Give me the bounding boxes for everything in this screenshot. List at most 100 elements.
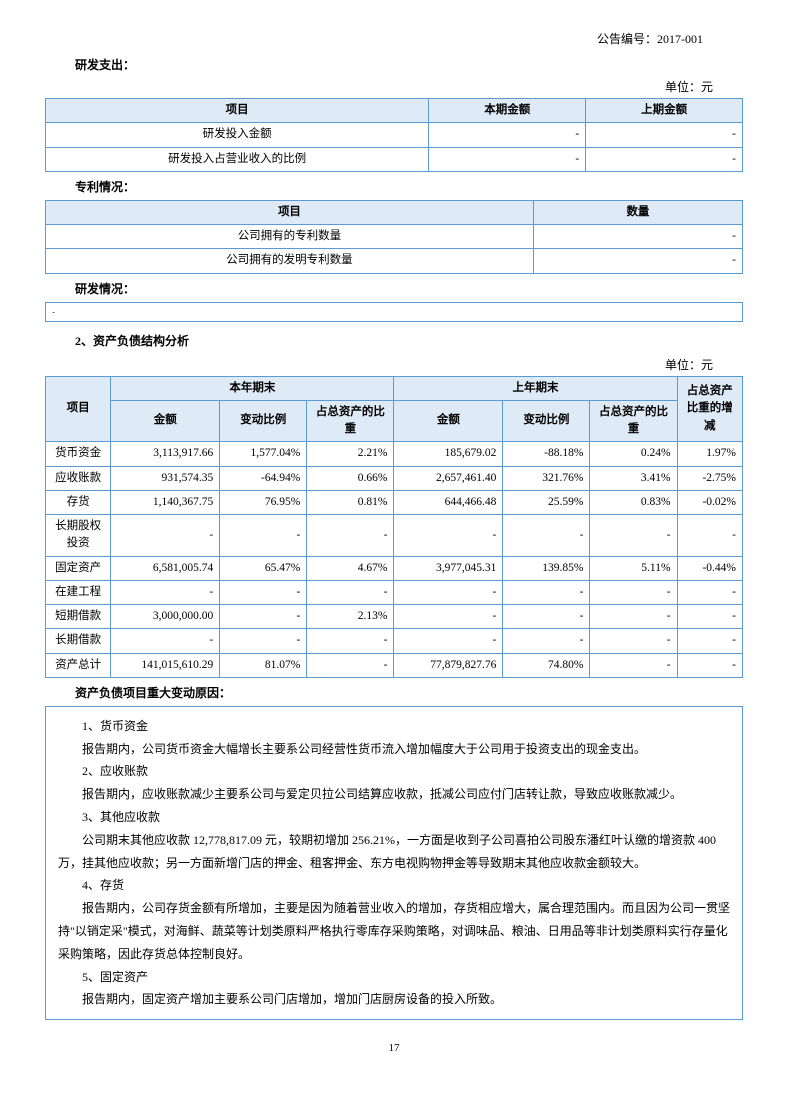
assets-h-cur: 本年期末 — [111, 376, 394, 400]
assets-cell: - — [307, 653, 394, 677]
patent-row-label: 公司拥有的发明专利数量 — [46, 249, 534, 273]
reason-item-title: 2、应收账款 — [58, 760, 730, 783]
assets-cell: 81.07% — [220, 653, 307, 677]
reason-item-title: 1、货币资金 — [58, 715, 730, 738]
assets-cell: - — [394, 605, 503, 629]
assets-cell: - — [394, 515, 503, 557]
rd-row-label: 研发投入占营业收入的比例 — [46, 147, 429, 171]
assets-cell: 2.21% — [307, 442, 394, 466]
rd-col-item: 项目 — [46, 99, 429, 123]
assets-cell: -64.94% — [220, 466, 307, 490]
assets-cell: 0.24% — [590, 442, 677, 466]
assets-cell: 3.41% — [590, 466, 677, 490]
assets-cell: 0.66% — [307, 466, 394, 490]
assets-cell: - — [220, 605, 307, 629]
patent-col-qty: 数量 — [533, 200, 742, 224]
assets-h-diff: 占总资产比重的增减 — [677, 376, 742, 442]
assets-cell: 3,977,045.31 — [394, 556, 503, 580]
reason-paragraph: 公司期末其他应收款 12,778,817.09 元，较期初增加 256.21%，… — [58, 829, 730, 875]
assets-cell: - — [677, 515, 742, 557]
assets-cell: - — [503, 515, 590, 557]
assets-cell: - — [307, 515, 394, 557]
assets-cell: - — [307, 629, 394, 653]
assets-h2-2: 占总资产的比重 — [307, 400, 394, 442]
reason-title: 资产负债项目重大变动原因： — [75, 684, 743, 702]
assets-cell: 74.80% — [503, 653, 590, 677]
rd-title: 研发支出： — [75, 56, 743, 74]
assets-cell: - — [111, 629, 220, 653]
rd-row-cur: - — [429, 147, 586, 171]
assets-unit: 单位：元 — [45, 356, 743, 374]
assets-table: 项目 本年期末 上年期末 占总资产比重的增减 金额 变动比例 占总资产的比重 金… — [45, 376, 743, 678]
assets-cell: - — [111, 515, 220, 557]
assets-cell: - — [677, 605, 742, 629]
assets-h2-0: 金额 — [111, 400, 220, 442]
assets-cell: 77,879,827.76 — [394, 653, 503, 677]
rdstatus-box: - — [45, 302, 743, 322]
patent-row-val: - — [533, 249, 742, 273]
assets-cell: 1.97% — [677, 442, 742, 466]
assets-cell: - — [394, 629, 503, 653]
assets-cell: 76.95% — [220, 490, 307, 514]
assets-cell: 185,679.02 — [394, 442, 503, 466]
assets-row-label: 在建工程 — [46, 580, 111, 604]
assets-h2-4: 变动比例 — [503, 400, 590, 442]
reason-paragraph: 报告期内，固定资产增加主要系公司门店增加，增加门店厨房设备的投入所致。 — [58, 988, 730, 1011]
assets-cell: - — [590, 515, 677, 557]
assets-cell: 5.11% — [590, 556, 677, 580]
assets-cell: 2.13% — [307, 605, 394, 629]
assets-cell: 1,140,367.75 — [111, 490, 220, 514]
reason-item-title: 5、固定资产 — [58, 966, 730, 989]
page-number: 17 — [45, 1040, 743, 1057]
assets-cell: - — [590, 605, 677, 629]
reason-item-title: 3、其他应收款 — [58, 806, 730, 829]
assets-row-label: 资产总计 — [46, 653, 111, 677]
assets-cell: 0.81% — [307, 490, 394, 514]
assets-cell: - — [503, 580, 590, 604]
assets-h2-5: 占总资产的比重 — [590, 400, 677, 442]
assets-h-item: 项目 — [46, 376, 111, 442]
rd-row-label: 研发投入金额 — [46, 123, 429, 147]
assets-cell: - — [590, 580, 677, 604]
assets-cell: 0.83% — [590, 490, 677, 514]
assets-cell: 139.85% — [503, 556, 590, 580]
assets-cell: 2,657,461.40 — [394, 466, 503, 490]
assets-cell: 4.67% — [307, 556, 394, 580]
assets-cell: - — [220, 515, 307, 557]
assets-cell: 65.47% — [220, 556, 307, 580]
assets-cell: 931,574.35 — [111, 466, 220, 490]
assets-cell: - — [590, 653, 677, 677]
rd-unit: 单位：元 — [45, 78, 743, 96]
rd-row-prev: - — [586, 123, 743, 147]
assets-cell: -0.44% — [677, 556, 742, 580]
assets-h2-3: 金额 — [394, 400, 503, 442]
assets-section: 2、资产负债结构分析 — [75, 332, 743, 350]
reason-box: 1、货币资金报告期内，公司货币资金大幅增长主要系公司经营性货币流入增加幅度大于公… — [45, 706, 743, 1020]
assets-cell: -0.02% — [677, 490, 742, 514]
rd-row-cur: - — [429, 123, 586, 147]
assets-row-label: 长期股权投资 — [46, 515, 111, 557]
announce-number: 公告编号：2017-001 — [45, 30, 743, 48]
assets-cell: - — [220, 629, 307, 653]
assets-row-label: 存货 — [46, 490, 111, 514]
assets-h-prev: 上年期末 — [394, 376, 677, 400]
assets-cell: 1,577.04% — [220, 442, 307, 466]
patent-col-item: 项目 — [46, 200, 534, 224]
patent-title: 专利情况： — [75, 178, 743, 196]
patent-row-label: 公司拥有的专利数量 — [46, 225, 534, 249]
assets-cell: - — [677, 653, 742, 677]
reason-paragraph: 报告期内，公司货币资金大幅增长主要系公司经营性货币流入增加幅度大于公司用于投资支… — [58, 738, 730, 761]
assets-cell: 321.76% — [503, 466, 590, 490]
assets-cell: - — [220, 580, 307, 604]
assets-cell: 3,113,917.66 — [111, 442, 220, 466]
assets-cell: 644,466.48 — [394, 490, 503, 514]
assets-h2-1: 变动比例 — [220, 400, 307, 442]
assets-cell: - — [677, 629, 742, 653]
assets-cell: - — [307, 580, 394, 604]
rd-row-prev: - — [586, 147, 743, 171]
reason-paragraph: 报告期内，公司存货金额有所增加，主要是因为随着营业收入的增加，存货相应增大，属合… — [58, 897, 730, 965]
assets-row-label: 短期借款 — [46, 605, 111, 629]
assets-cell: 6,581,005.74 — [111, 556, 220, 580]
assets-cell: - — [394, 580, 503, 604]
assets-row-label: 固定资产 — [46, 556, 111, 580]
